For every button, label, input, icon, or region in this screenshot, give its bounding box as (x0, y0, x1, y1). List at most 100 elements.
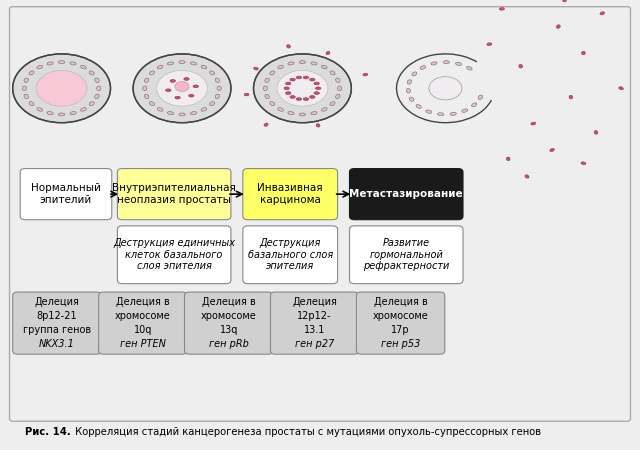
Ellipse shape (303, 76, 308, 79)
Text: 17p: 17p (391, 325, 410, 335)
Ellipse shape (600, 12, 605, 15)
Ellipse shape (37, 65, 43, 69)
Ellipse shape (326, 51, 330, 55)
Text: хромосоме: хромосоме (372, 311, 428, 321)
Text: ген pRb: ген pRb (209, 339, 249, 349)
Ellipse shape (81, 108, 86, 111)
Text: хромосоме: хромосоме (115, 311, 171, 321)
Ellipse shape (290, 95, 295, 99)
Ellipse shape (288, 112, 294, 115)
Ellipse shape (265, 78, 269, 82)
Ellipse shape (70, 112, 76, 115)
Ellipse shape (285, 92, 291, 94)
Ellipse shape (296, 76, 301, 79)
Ellipse shape (264, 123, 268, 126)
Ellipse shape (263, 86, 268, 90)
Ellipse shape (215, 78, 220, 82)
Ellipse shape (193, 85, 198, 88)
Text: Делеция в: Делеция в (374, 297, 428, 307)
Ellipse shape (431, 62, 437, 65)
Text: ген p53: ген p53 (381, 339, 420, 349)
Circle shape (429, 76, 462, 100)
Text: Делеция: Делеция (35, 297, 79, 307)
Text: 10q: 10q (134, 325, 152, 335)
Ellipse shape (467, 67, 472, 70)
Ellipse shape (179, 113, 185, 116)
Ellipse shape (563, 0, 566, 2)
Ellipse shape (89, 102, 94, 106)
Ellipse shape (24, 94, 28, 99)
Ellipse shape (506, 157, 510, 161)
Ellipse shape (330, 71, 335, 75)
Ellipse shape (253, 67, 259, 70)
FancyBboxPatch shape (271, 292, 359, 354)
Ellipse shape (311, 112, 317, 115)
FancyBboxPatch shape (184, 292, 273, 354)
Ellipse shape (311, 62, 317, 65)
Text: ген p27: ген p27 (295, 339, 334, 349)
Text: Деструкция
базального слоя
эпителия: Деструкция базального слоя эпителия (248, 238, 333, 271)
Ellipse shape (145, 78, 149, 82)
Ellipse shape (594, 130, 598, 134)
Ellipse shape (95, 94, 99, 99)
Ellipse shape (145, 94, 149, 99)
Ellipse shape (168, 62, 173, 65)
Ellipse shape (519, 64, 523, 68)
Ellipse shape (284, 87, 289, 90)
FancyBboxPatch shape (243, 226, 337, 284)
Text: Инвазивная
карцинома: Инвазивная карцинома (257, 183, 323, 205)
Ellipse shape (330, 102, 335, 106)
Ellipse shape (531, 122, 536, 125)
Text: 13q: 13q (220, 325, 238, 335)
FancyBboxPatch shape (349, 226, 463, 284)
Circle shape (277, 70, 328, 106)
Circle shape (36, 70, 87, 106)
Text: Развитие
гормональной
рефрактерности: Развитие гормональной рефрактерности (363, 238, 449, 271)
Ellipse shape (184, 77, 189, 81)
Ellipse shape (337, 86, 342, 90)
Ellipse shape (287, 45, 291, 48)
FancyBboxPatch shape (20, 169, 112, 220)
Text: Метастазирование: Метастазирование (349, 189, 463, 199)
Text: Внутриэпителиальная
неоплазия простаты: Внутриэпителиальная неоплазия простаты (112, 183, 236, 205)
Ellipse shape (288, 62, 294, 65)
Ellipse shape (278, 65, 284, 69)
FancyBboxPatch shape (13, 292, 101, 354)
Ellipse shape (619, 87, 623, 90)
Ellipse shape (217, 86, 221, 90)
Ellipse shape (244, 93, 249, 96)
Ellipse shape (143, 86, 147, 90)
Ellipse shape (22, 86, 26, 90)
Ellipse shape (149, 71, 154, 75)
Ellipse shape (95, 78, 99, 82)
Ellipse shape (24, 78, 28, 82)
Ellipse shape (191, 62, 196, 65)
Text: группа генов: группа генов (23, 325, 91, 335)
Ellipse shape (321, 65, 327, 69)
Ellipse shape (456, 62, 461, 65)
Ellipse shape (406, 89, 410, 93)
Ellipse shape (363, 73, 368, 76)
Ellipse shape (81, 65, 86, 69)
Ellipse shape (300, 61, 306, 63)
Ellipse shape (581, 162, 586, 165)
Ellipse shape (89, 71, 94, 75)
Ellipse shape (265, 94, 269, 99)
Ellipse shape (550, 148, 554, 152)
Ellipse shape (215, 94, 220, 99)
Ellipse shape (443, 61, 449, 63)
Ellipse shape (201, 65, 207, 69)
Ellipse shape (97, 86, 101, 90)
Text: Деструкция единичных
клеток базального
слоя эпителия: Деструкция единичных клеток базального с… (113, 238, 235, 271)
Ellipse shape (300, 113, 306, 116)
Ellipse shape (209, 71, 214, 75)
Ellipse shape (270, 71, 275, 75)
Ellipse shape (420, 66, 426, 69)
Ellipse shape (58, 113, 65, 116)
Text: Нормальный
эпителий: Нормальный эпителий (31, 183, 101, 205)
Ellipse shape (47, 62, 53, 65)
Ellipse shape (556, 25, 560, 28)
Ellipse shape (438, 113, 444, 116)
Ellipse shape (166, 89, 171, 92)
Text: хромосоме: хромосоме (201, 311, 257, 321)
